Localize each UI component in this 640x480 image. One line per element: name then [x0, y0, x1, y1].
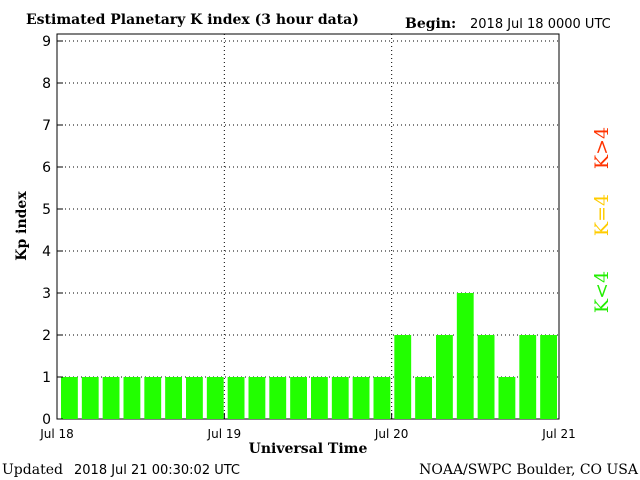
x-axis-ticks: Jul 18 Jul 19 Jul 20 Jul 21 — [39, 413, 576, 441]
kp-bar: Jul 20 00: 2 — [394, 335, 412, 419]
y-tick-label: 9 — [42, 34, 51, 50]
kp-bar: Jul 18 18: 1 — [186, 377, 203, 419]
x-axis-title: Universal Time — [249, 441, 368, 457]
kp-bar: Jul 18 12: 1 — [144, 377, 162, 419]
y-tick-label: 3 — [42, 286, 51, 302]
kp-bar: Jul 18 21: 1 — [206, 377, 224, 419]
y-tick-label: 4 — [42, 244, 51, 260]
y-tick-label: 6 — [42, 160, 51, 176]
kp-bar: Jul 18 03: 1 — [81, 377, 99, 419]
kp-bar: Jul 19 21: 1 — [373, 377, 391, 419]
kp-bar: Jul 18 00: 1 — [61, 377, 78, 419]
y-tick-label: 0 — [42, 412, 51, 428]
y-tick-label: 8 — [42, 76, 51, 92]
updated-value: 2018 Jul 21 00:30:02 UTC — [74, 463, 240, 478]
y-tick-label: 1 — [42, 370, 51, 386]
kp-bar: Jul 19 12: 1 — [311, 377, 328, 419]
begin-value: 2018 Jul 18 0000 UTC — [470, 17, 611, 32]
kp-bar: Jul 20 21: 2 — [540, 335, 557, 419]
x-tick-label: Jul 21 — [541, 427, 576, 441]
kp-bar: Jul 19 00: 1 — [227, 377, 245, 419]
x-tick-label: Jul 18 — [39, 427, 74, 441]
kp-bar: Jul 18 06: 1 — [102, 377, 120, 419]
kp-bar: Jul 20 09: 3 — [456, 293, 474, 419]
chart-title: Estimated Planetary K index (3 hour data… — [26, 12, 359, 28]
y-tick-label: 7 — [42, 118, 51, 134]
kp-bar: Jul 19 03: 1 — [248, 377, 266, 419]
kp-bar: Jul 20 18: 2 — [519, 335, 537, 419]
kp-bar: Jul 20 12: 2 — [477, 335, 495, 419]
kp-bar: Jul 19 06: 1 — [269, 377, 287, 419]
vertical-gridlines — [223, 34, 393, 419]
kp-bar: Jul 20 06: 2 — [436, 335, 453, 419]
x-tick-label: Jul 19 — [207, 427, 242, 441]
y-axis-ticks: 0 1 2 3 4 5 6 7 8 9 — [42, 34, 63, 428]
plot-area — [56, 33, 560, 420]
kp-bar: Jul 18 09: 1 — [123, 377, 141, 419]
kp-bar: Jul 19 09: 1 — [290, 377, 307, 419]
kp-bar: Jul 19 15: 1 — [331, 377, 349, 419]
kp-bar: Jul 19 18: 1 — [352, 377, 370, 419]
kp-bar: Jul 20 03: 1 — [415, 377, 432, 419]
kp-bar: Jul 18 15: 1 — [165, 377, 182, 419]
y-tick-label: 5 — [42, 202, 51, 218]
x-tick-label: Jul 20 — [374, 427, 409, 441]
kp-bar: Jul 20 15: 1 — [498, 377, 516, 419]
y-axis-title: Kp index — [14, 191, 30, 261]
legend-k-greater-than-4: K>4 — [591, 127, 613, 169]
begin-label: Begin: — [405, 16, 456, 32]
y-tick-label: 2 — [42, 328, 51, 344]
source-credit: NOAA/SWPC Boulder, CO USA — [419, 462, 639, 478]
kp-bars: Jul 18 00: 1Jul 18 03: 1Jul 18 06: 1Jul … — [61, 293, 557, 419]
legend-k-less-than-4: K<4 — [591, 271, 613, 313]
updated-label: Updated — [2, 462, 63, 478]
legend-k-equals-4: K=4 — [591, 194, 613, 236]
